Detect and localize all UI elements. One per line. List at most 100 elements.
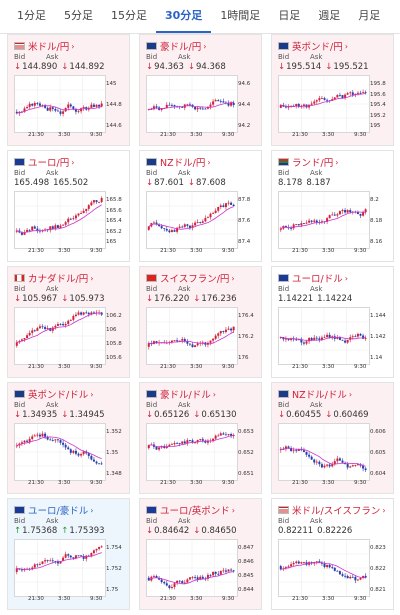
- candle-body: [183, 582, 186, 584]
- candlestick-chart[interactable]: [278, 75, 370, 133]
- candle-body: [178, 226, 181, 228]
- candle-body: [212, 212, 215, 214]
- bid-ask-labels: Bid Ask: [14, 53, 78, 61]
- candlestick-chart[interactable]: [14, 539, 106, 597]
- candle-body: [287, 106, 290, 108]
- currency-card[interactable]: カナダドル/円 › Bid Ask ↓105.967 ↓105.973 106.2 1…: [7, 266, 130, 378]
- pair-title[interactable]: スイスフラン/円 ›: [146, 271, 235, 285]
- pair-name[interactable]: ユーロ/ドル: [292, 274, 343, 285]
- pair-title[interactable]: 英ポンド/円 ›: [278, 39, 348, 53]
- candle-body: [336, 214, 339, 216]
- pair-name[interactable]: 米ドル/スイスフラン: [292, 506, 381, 517]
- tab-0[interactable]: 1分足: [17, 9, 46, 22]
- pair-title[interactable]: 英ポンド/ドル ›: [14, 387, 93, 401]
- candlestick-chart[interactable]: [146, 539, 238, 597]
- candlestick-chart[interactable]: [278, 539, 370, 597]
- candlestick-chart[interactable]: [14, 191, 106, 249]
- pair-name[interactable]: 豪ドル/円: [160, 42, 202, 53]
- currency-card[interactable]: NZドル/ドル › Bid Ask ↓0.60455 ↓0.60469 0.606 0…: [271, 382, 394, 494]
- currency-card[interactable]: ユーロ/円 › Bid Ask 165.498 165.502 165.8 165.6…: [7, 150, 130, 262]
- candle-body: [165, 446, 168, 449]
- pair-title[interactable]: ユーロ/円 ›: [14, 155, 74, 169]
- bid-ask-labels: Bid Ask: [278, 517, 342, 525]
- x-tick-label: 3:30: [322, 480, 335, 486]
- candle-body: [308, 220, 311, 223]
- chevron-right-icon: ›: [344, 41, 348, 51]
- pair-name[interactable]: 英ポンド/ドル: [28, 390, 89, 401]
- tab-1[interactable]: 5分足: [64, 9, 93, 22]
- pair-title[interactable]: ユーロ/ドル ›: [278, 271, 348, 285]
- pair-title[interactable]: ユーロ/豪ドル ›: [14, 503, 93, 517]
- candle-body: [20, 232, 23, 235]
- pair-name[interactable]: 英ポンド/円: [292, 42, 343, 53]
- prices: ↓94.363 ↓94.368: [146, 62, 230, 72]
- pair-name[interactable]: スイスフラン/円: [160, 274, 230, 285]
- tab-2[interactable]: 15分足: [111, 9, 147, 22]
- pair-title[interactable]: 豪ドル/円 ›: [146, 39, 206, 53]
- tab-3[interactable]: 30分足: [156, 0, 212, 33]
- candlestick-chart[interactable]: [146, 75, 238, 133]
- pair-name[interactable]: ユーロ/英ポンド: [160, 506, 230, 517]
- candle-body: [206, 574, 209, 579]
- pair-name[interactable]: カナダドル/円: [28, 274, 89, 285]
- candlestick-chart[interactable]: [278, 191, 370, 249]
- pair-name[interactable]: NZドル/ドル: [292, 390, 347, 401]
- tab-7[interactable]: 月足: [358, 9, 381, 22]
- pair-title[interactable]: NZドル/円 ›: [146, 155, 211, 169]
- currency-card[interactable]: 英ポンド/ドル › Bid Ask ↓1.34935 ↓1.34945 1.352 1…: [7, 382, 130, 494]
- candle-body: [341, 339, 344, 341]
- ask-price: 0.82226: [317, 526, 353, 536]
- x-axis: 21:30 3:30 9:30: [146, 596, 238, 604]
- candle-body: [165, 229, 168, 231]
- chevron-right-icon: ›: [90, 389, 94, 399]
- tab-5[interactable]: 日足: [278, 9, 301, 22]
- candle-body: [67, 218, 70, 223]
- currency-card[interactable]: ランド/円 › Bid Ask 8.178 8.187 8.2 8.18 8.16 21…: [271, 150, 394, 262]
- pair-title[interactable]: 米ドル/円 ›: [14, 39, 74, 53]
- currency-card[interactable]: 豪ドル/円 › Bid Ask ↓94.363 ↓94.368 94.6 94.4 94…: [139, 34, 262, 146]
- y-tick-label: 0.604: [370, 471, 386, 477]
- currency-card[interactable]: 米ドル/スイスフラン › Bid Ask 0.82211 0.82226 0.823…: [271, 498, 394, 610]
- currency-card[interactable]: ユーロ/英ポンド › Bid Ask ↓0.84642 ↓0.84650 0.847…: [139, 498, 262, 610]
- moving-average-line: [148, 571, 234, 585]
- candle-body: [38, 434, 41, 437]
- currency-card[interactable]: スイスフラン/円 › Bid Ask ↓176.220 ↓176.236 176.4…: [139, 266, 262, 378]
- candlestick-chart[interactable]: [146, 191, 238, 249]
- currency-card[interactable]: ユーロ/ドル › Bid Ask 1.14221 1.14224 1.144 1.14…: [271, 266, 394, 378]
- pair-name[interactable]: 豪ドル/ドル: [160, 390, 211, 401]
- currency-card[interactable]: 米ドル/円 › Bid Ask ↓144.890 ↓144.892 145 144.8…: [7, 34, 130, 146]
- pair-title[interactable]: 米ドル/スイスフラン ›: [278, 503, 386, 517]
- candlestick-chart[interactable]: [146, 423, 238, 481]
- ask-label: Ask: [178, 517, 191, 525]
- candle-body: [284, 338, 287, 340]
- pair-name[interactable]: ユーロ/円: [28, 158, 70, 169]
- pair-name[interactable]: NZドル/円: [160, 158, 206, 169]
- candle-body: [23, 232, 26, 235]
- candlestick-chart[interactable]: [146, 307, 238, 365]
- candlestick-chart[interactable]: [14, 307, 106, 365]
- currency-card[interactable]: 英ポンド/円 › Bid Ask ↓195.514 ↓195.521 195.8 19…: [271, 34, 394, 146]
- moving-average-line: [280, 92, 366, 107]
- pair-name[interactable]: 米ドル/円: [28, 42, 70, 53]
- candle-body: [77, 111, 80, 113]
- tab-6[interactable]: 週足: [318, 9, 341, 22]
- pair-title[interactable]: ランド/円 ›: [278, 155, 338, 169]
- tab-4[interactable]: 1時間足: [220, 9, 261, 22]
- currency-card[interactable]: ユーロ/豪ドル › Bid Ask ↑1.75368 ↑1.75393 1.754 1…: [7, 498, 130, 610]
- pair-title[interactable]: 豪ドル/ドル ›: [146, 387, 216, 401]
- candlestick-chart[interactable]: [14, 423, 106, 481]
- candlestick-chart[interactable]: [278, 423, 370, 481]
- candle-body: [33, 435, 36, 437]
- flag-icon: [146, 390, 157, 398]
- currency-card[interactable]: 豪ドル/ドル › Bid Ask ↓0.65126 ↓0.65130 0.653 0.…: [139, 382, 262, 494]
- candle-body: [26, 335, 29, 339]
- pair-name[interactable]: ランド/円: [292, 158, 334, 169]
- candlestick-chart[interactable]: [14, 75, 106, 133]
- pair-title[interactable]: カナダドル/円 ›: [14, 271, 93, 285]
- pair-title[interactable]: NZドル/ドル ›: [278, 387, 352, 401]
- candlestick-chart[interactable]: [278, 307, 370, 365]
- pair-name[interactable]: ユーロ/豪ドル: [28, 506, 89, 517]
- pair-title[interactable]: ユーロ/英ポンド ›: [146, 503, 235, 517]
- currency-card[interactable]: NZドル/円 › Bid Ask ↓87.601 ↓87.608 87.8 87.6 8…: [139, 150, 262, 262]
- bid-label: Bid: [278, 169, 290, 177]
